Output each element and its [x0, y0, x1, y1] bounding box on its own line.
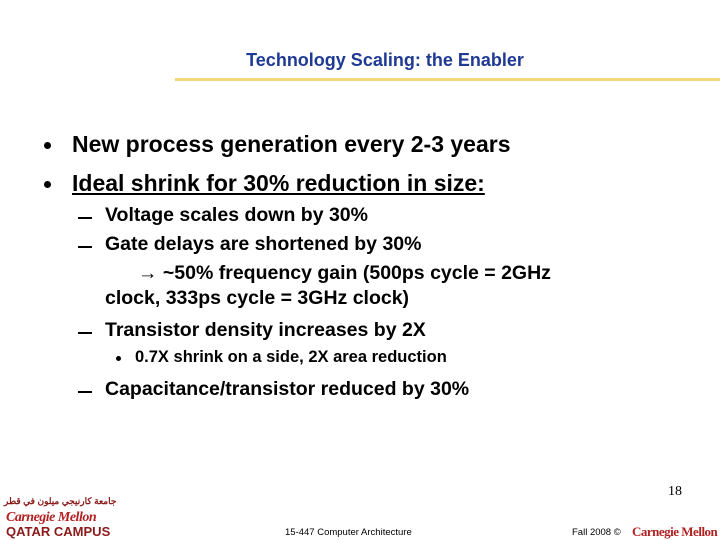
continuation-text: clock, 333ps cycle = 3GHz clock) [105, 287, 410, 309]
bullet-text: New process generation every 2-3 years [72, 131, 511, 157]
title-rule [175, 78, 720, 81]
slide-title: Technology Scaling: the Enabler [246, 50, 524, 70]
dash [78, 217, 92, 219]
dash [78, 332, 92, 334]
dash [78, 246, 92, 248]
sub-bullet-text: Transistor density increases by 2X [105, 319, 426, 341]
bullet [116, 356, 121, 361]
page-number: 18 [668, 484, 682, 499]
campus-logo-name: Carnegie Mellon [6, 510, 97, 525]
dash [78, 391, 92, 393]
campus-logo-arabic: جامعة كارنيجي ميلون في قطر [4, 496, 117, 506]
footer-course: 15-447 Computer Architecture [285, 527, 412, 538]
sub-bullet-text: Gate delays are shortened by 30% [105, 233, 422, 255]
footer-logo: Carnegie Mellon [632, 524, 718, 539]
sub-bullet-text: Capacitance/transistor reduced by 30% [105, 378, 470, 400]
bullet [44, 181, 51, 188]
sub-bullet-text: Voltage scales down by 30% [105, 204, 368, 226]
campus-logo-campus: QATAR CAMPUS [6, 524, 111, 539]
continuation-text: → ~50% frequency gain (500ps cycle = 2GH… [138, 262, 551, 284]
bullet [44, 142, 51, 149]
sub-sub-bullet-text: 0.7X shrink on a side, 2X area reduction [135, 348, 447, 366]
bullet-text: Ideal shrink for 30% reduction in size: [72, 170, 485, 196]
footer-term: Fall 2008 © [572, 527, 621, 538]
